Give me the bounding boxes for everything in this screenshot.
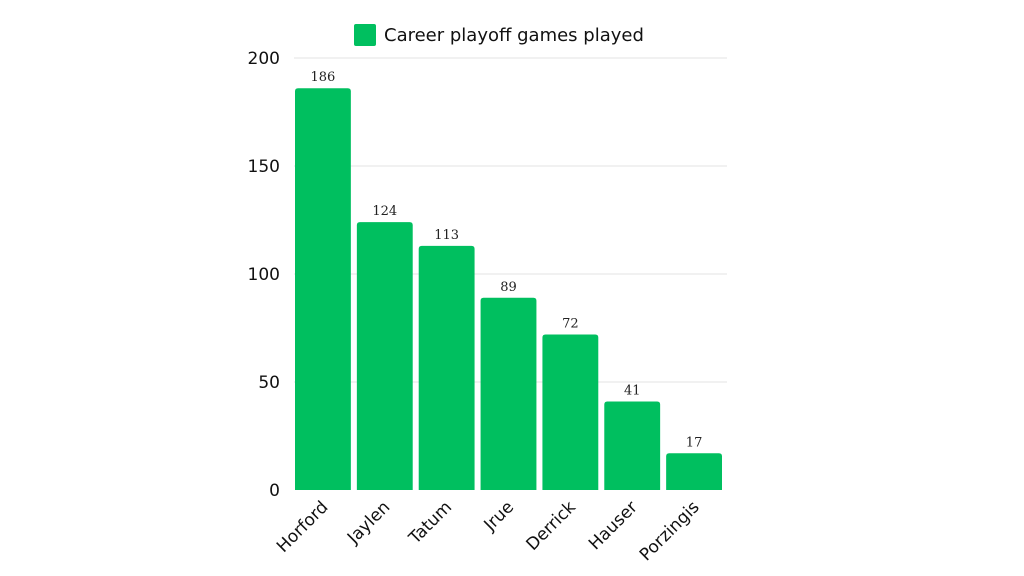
data-label-hauser: 41 [624, 383, 641, 398]
y-tick-label: 200 [248, 49, 280, 69]
bar-derrick [542, 334, 599, 490]
data-label-jaylen: 124 [372, 204, 397, 219]
x-tick-label-horford: Horford [273, 497, 332, 556]
data-label-tatum: 113 [434, 228, 459, 243]
bars [295, 88, 722, 491]
y-tick-label: 50 [258, 373, 280, 393]
y-tick-label: 100 [248, 265, 280, 285]
bar-tatum [418, 245, 475, 490]
data-label-jrue: 89 [500, 280, 517, 295]
data-labels: 186 124 113 89 72 41 17 [311, 70, 703, 450]
x-tick-label-jrue: Jrue [480, 497, 518, 535]
x-tick-label-porzingis: Porzingis [636, 497, 704, 565]
y-tick-label: 150 [248, 157, 280, 177]
x-tick-label-tatum: Tatum [405, 497, 457, 549]
bar-porzingis [666, 453, 722, 490]
y-axis: 0 50 100 150 200 [248, 49, 280, 501]
bar-jaylen [356, 222, 413, 490]
x-axis: Horford Jaylen Tatum Jrue Derrick HauserPorzi… [273, 497, 704, 565]
x-tick-label-hauser: Hauser [585, 497, 642, 554]
bar-jrue [480, 297, 537, 490]
legend: Career playoff games played [354, 24, 644, 46]
data-label-porzingis: 17 [686, 435, 703, 450]
bar-horford [295, 88, 351, 491]
bar-hauser [604, 401, 661, 490]
y-tick-label: 0 [269, 481, 280, 501]
legend-label: Career playoff games played [384, 25, 644, 46]
data-label-derrick: 72 [562, 316, 579, 331]
x-tick-label-derrick: Derrick [523, 497, 580, 554]
x-tick-label-jaylen: Jaylen [343, 497, 394, 548]
legend-swatch [354, 24, 376, 46]
data-label-horford: 186 [311, 70, 336, 85]
